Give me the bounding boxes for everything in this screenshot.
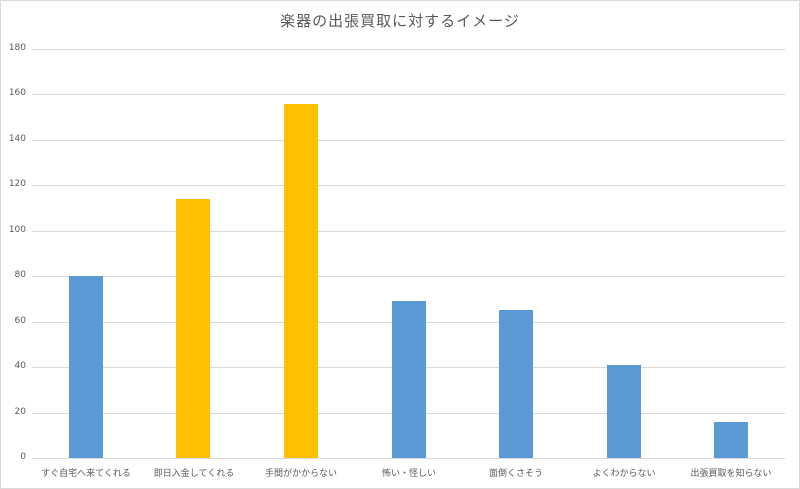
gridline [32, 94, 785, 95]
bar [392, 301, 426, 458]
x-tick-label: 怖い・怪しい [381, 469, 436, 479]
y-tick-label: 60 [14, 316, 26, 326]
y-tick-label: 120 [8, 179, 26, 189]
chart-title: 楽器の出張買取に対するイメージ [280, 12, 520, 30]
y-tick-label: 40 [14, 361, 26, 371]
x-tick-label: 手間がかからない [264, 469, 337, 479]
bar [69, 276, 103, 458]
x-tick-label: よくわからない [592, 469, 656, 479]
gridline [32, 458, 785, 459]
gridline [32, 185, 785, 186]
y-tick-label: 0 [20, 452, 26, 462]
bar [284, 104, 318, 458]
y-tick-label: 160 [8, 88, 26, 98]
bar [499, 310, 533, 458]
gridline [32, 140, 785, 141]
x-tick-label: 面倒くさそう [488, 469, 543, 479]
bar [176, 199, 210, 458]
gridline [32, 276, 785, 277]
y-tick-label: 100 [8, 225, 26, 235]
bar [607, 365, 641, 458]
x-tick-label: 出張買取を知らない [690, 469, 772, 479]
y-tick-label: 180 [8, 43, 26, 53]
gridline [32, 231, 785, 232]
gridline [32, 49, 785, 50]
bar [714, 422, 748, 458]
y-tick-label: 80 [14, 270, 26, 280]
y-tick-label: 20 [14, 407, 26, 417]
x-tick-label: すぐ自宅へ来てくれる [41, 469, 131, 479]
y-tick-label: 140 [8, 134, 26, 144]
x-tick-label: 即日入金してくれる [153, 469, 235, 479]
